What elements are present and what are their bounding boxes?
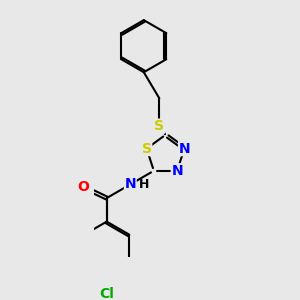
Text: S: S <box>142 142 152 156</box>
Text: H: H <box>139 178 149 191</box>
Text: N: N <box>124 177 136 191</box>
Text: N: N <box>171 164 183 178</box>
Text: O: O <box>77 180 89 194</box>
Text: S: S <box>154 119 164 133</box>
Text: N: N <box>178 142 190 156</box>
Text: Cl: Cl <box>99 286 114 300</box>
